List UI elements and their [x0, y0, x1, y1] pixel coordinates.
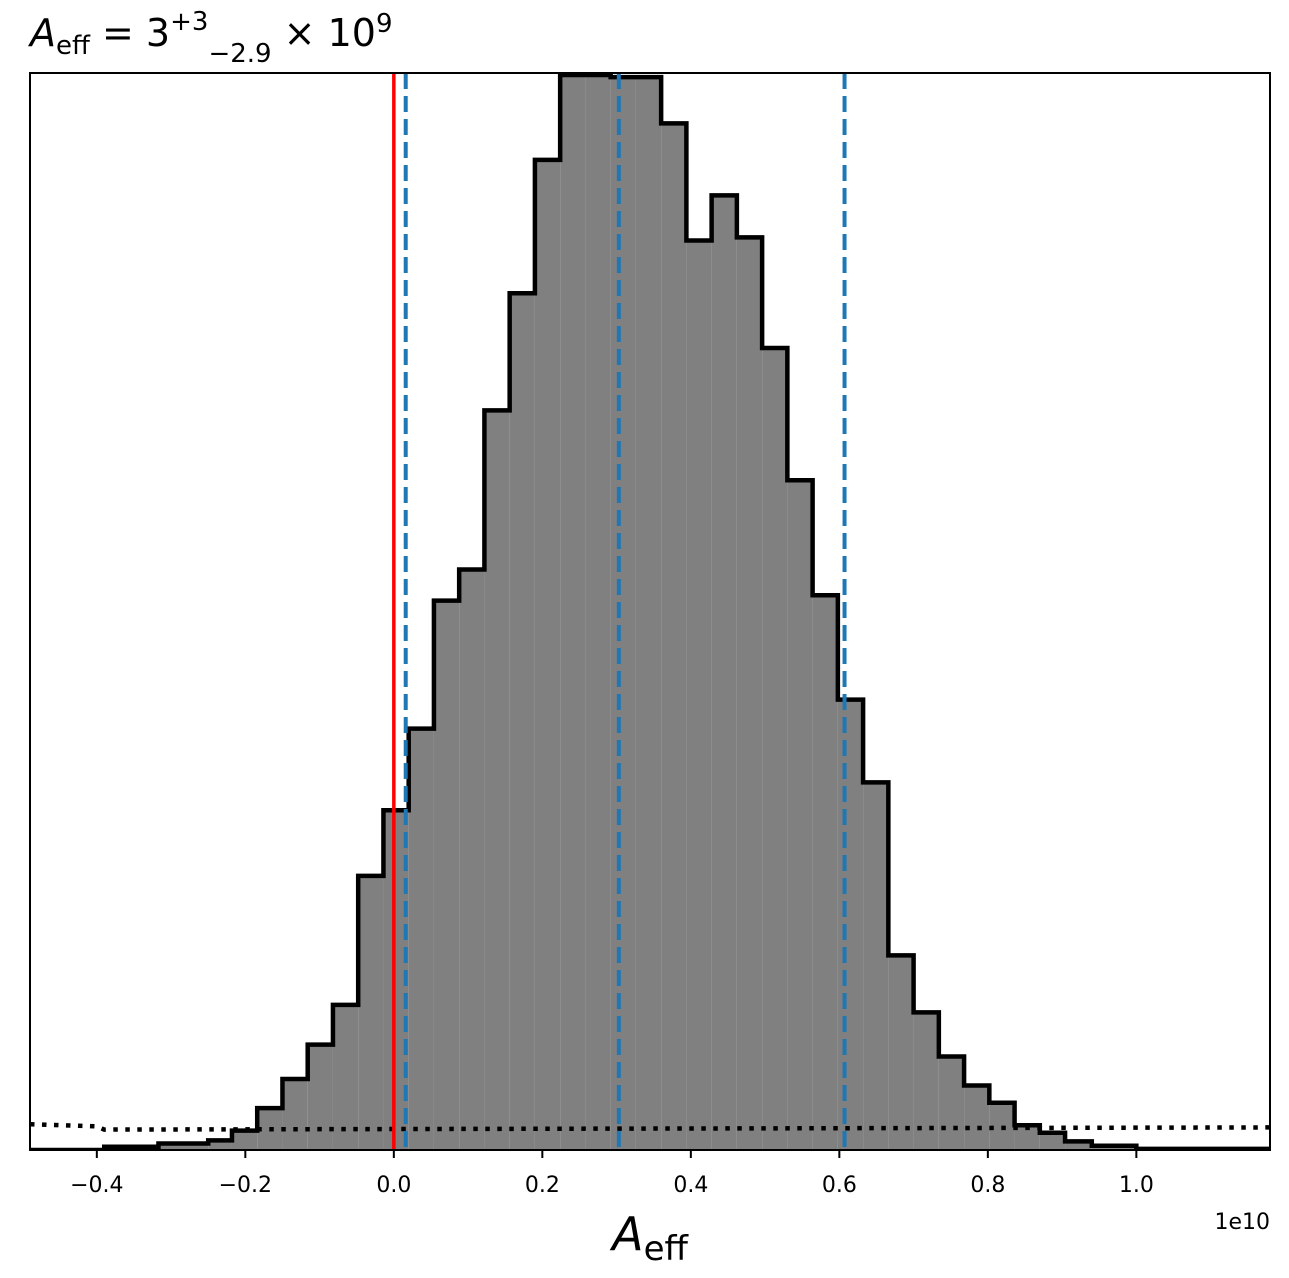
title-sup: +3 [170, 7, 208, 37]
x-tick-label: 0.0 [376, 1173, 411, 1198]
xlabel-symbol: A [609, 1207, 643, 1261]
histogram-bar [534, 159, 561, 1150]
histogram-bar [938, 1056, 965, 1150]
xlabel-sub: eff [644, 1229, 690, 1269]
histogram-bar [307, 1044, 333, 1150]
histogram-bar [509, 293, 535, 1150]
histogram-bar [610, 77, 636, 1150]
x-axis-ticks: −0.4 −0.2 0.0 0.2 0.4 0.6 0.8 1.0 [70, 1150, 1154, 1198]
title-eq: = 3 [90, 11, 170, 55]
histogram-bar [964, 1085, 990, 1150]
x-tick-label: 1.0 [1119, 1173, 1154, 1198]
histogram-bar [863, 782, 889, 1150]
title-tail: × 10 [272, 11, 376, 55]
histogram-bar [585, 75, 611, 1150]
x-tick-label: −0.2 [219, 1173, 272, 1198]
histogram-bar [661, 123, 687, 1150]
histogram-bar [762, 348, 788, 1150]
histogram-bar [1065, 1141, 1092, 1150]
histogram-bar [358, 875, 384, 1150]
histogram-bar [208, 1140, 232, 1150]
x-axis-label: Aeff [609, 1207, 689, 1269]
histogram-bar [686, 240, 712, 1150]
x-tick-label: 0.4 [673, 1173, 708, 1198]
histogram-bar [332, 1004, 359, 1150]
histogram-bar [787, 480, 813, 1150]
histogram-bar [408, 728, 434, 1150]
axes-frame [29, 72, 1271, 1151]
histogram-bar [888, 955, 914, 1150]
title-exp: 9 [376, 9, 393, 39]
histogram-bar [812, 595, 838, 1150]
histogram-outline [30, 73, 1270, 1150]
histogram-bar [736, 237, 763, 1150]
title-symbol-sub: eff [56, 31, 91, 61]
histogram-bar [560, 75, 586, 1150]
title-sub: −2.9 [208, 39, 271, 69]
histogram-bar [231, 1130, 258, 1150]
histogram-bar [459, 569, 485, 1150]
histogram-bar [484, 410, 510, 1150]
x-tick-label: 0.2 [525, 1173, 560, 1198]
histogram-bar [711, 195, 737, 1150]
x-tick-label: 0.6 [822, 1173, 857, 1198]
title-symbol: A [27, 11, 56, 55]
x-tick-label: −0.4 [70, 1173, 123, 1198]
chart-title: Aeff = 3+3−2.9 × 109 [27, 7, 392, 69]
x-axis-offset: 1e10 [1214, 1210, 1270, 1235]
histogram-bar [158, 1143, 209, 1150]
histogram-bar [1039, 1132, 1066, 1150]
histogram-bar [282, 1079, 308, 1150]
x-tick-label: 0.8 [970, 1173, 1005, 1198]
histogram-bar [433, 600, 460, 1150]
histogram-bar [837, 699, 864, 1150]
histogram-bar [635, 77, 662, 1150]
